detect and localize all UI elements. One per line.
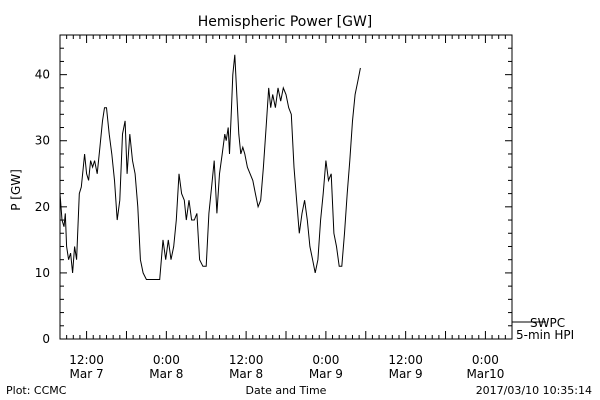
x-tick-label-date: Mar 7 — [70, 367, 104, 381]
y-tick-label: 20 — [35, 200, 50, 214]
x-tick-label-date: Mar 9 — [389, 367, 423, 381]
x-tick-label-time: 0:00 — [312, 353, 339, 367]
x-tick-label-time: 0:00 — [153, 353, 180, 367]
y-tick-label: 40 — [35, 68, 50, 82]
x-tick-label-date: Mar 8 — [149, 367, 183, 381]
plot-credit: Plot: CCMC — [6, 384, 67, 397]
x-tick-label-date: Mar 9 — [309, 367, 343, 381]
x-axis-label: Date and Time — [246, 384, 327, 397]
y-tick-label: 0 — [42, 332, 50, 346]
x-tick-label-time: 0:00 — [472, 353, 499, 367]
series-line-hpi — [59, 54, 361, 280]
y-tick-label: 30 — [35, 134, 50, 148]
legend: SWPC 5-min HPI — [512, 316, 574, 342]
x-tick-label-date: Mar10 — [466, 367, 504, 381]
plot-frame — [59, 34, 513, 340]
x-tick-label-time: 12:00 — [229, 353, 264, 367]
legend-label-hpi: 5-min HPI — [516, 328, 574, 342]
x-tick-label-time: 12:00 — [69, 353, 104, 367]
legend-label-swpc: SWPC — [530, 316, 565, 330]
y-axis-label: P [GW] — [9, 169, 23, 211]
y-tick-label: 10 — [35, 266, 50, 280]
chart-title: Hemispheric Power [GW] — [198, 14, 373, 30]
x-tick-label-time: 12:00 — [388, 353, 423, 367]
x-tick-label-date: Mar 8 — [229, 367, 263, 381]
timestamp: 2017/03/10 10:35:14 — [476, 384, 592, 397]
y-axis: 0 10 20 30 40 — [35, 68, 512, 346]
y-minor-ticks — [60, 34, 512, 327]
